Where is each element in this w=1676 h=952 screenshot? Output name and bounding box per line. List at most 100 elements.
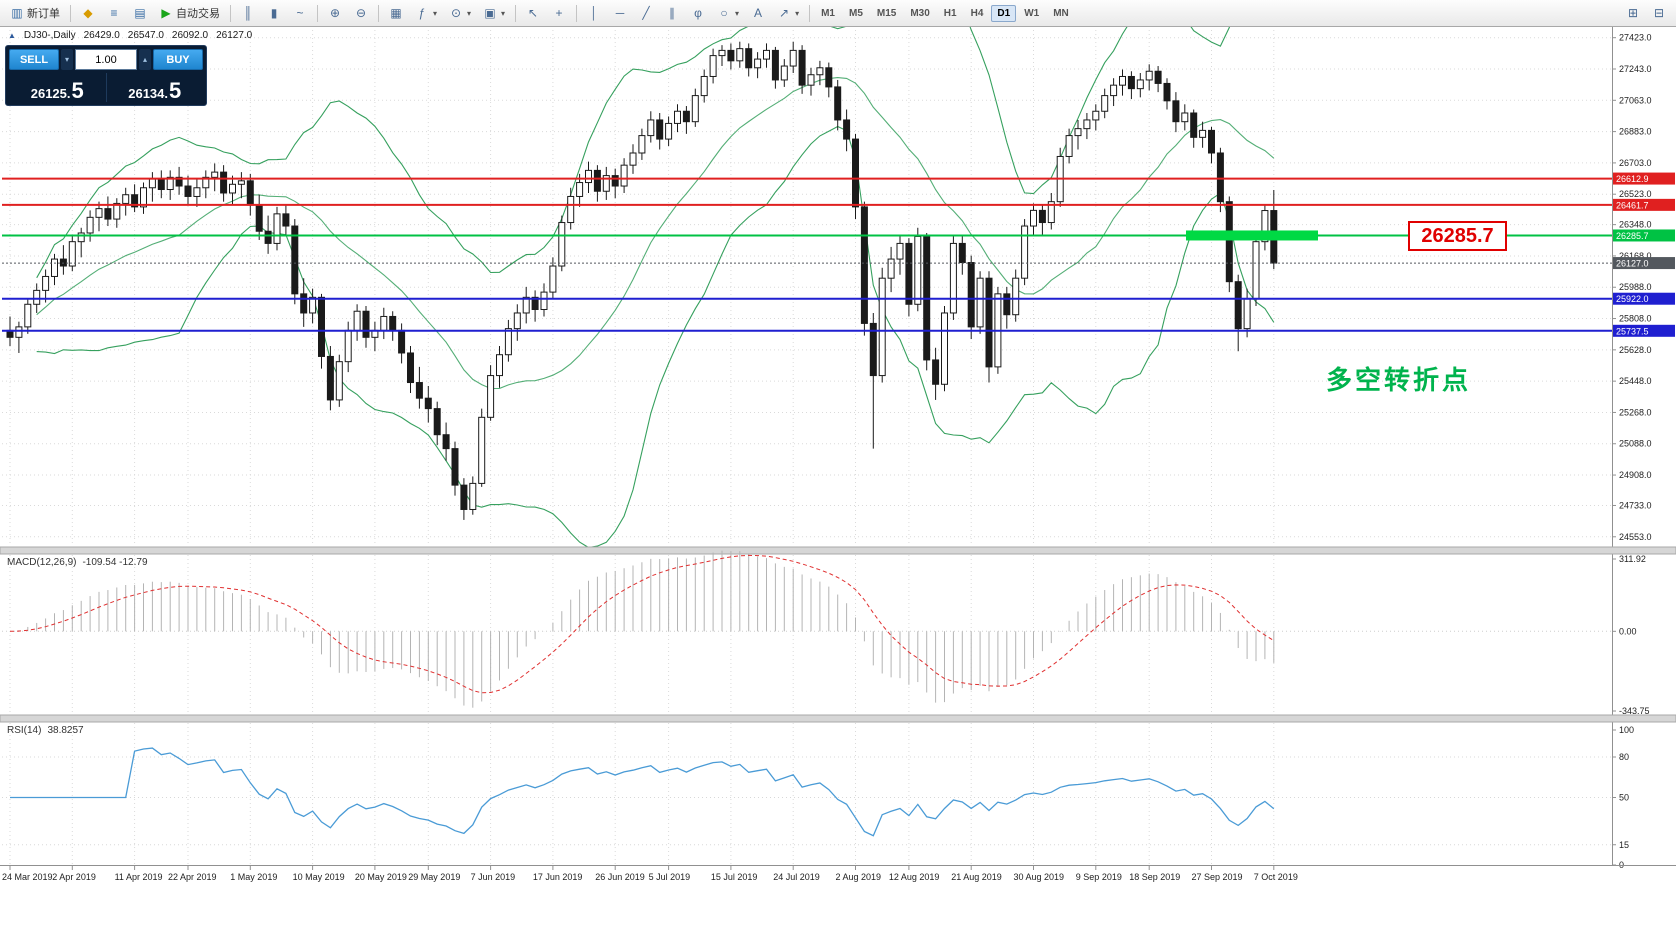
rsi-axis-label: 80: [1619, 752, 1629, 762]
market-watch-icon: ≡: [110, 6, 118, 20]
timeframe-m5-button[interactable]: M5: [848, 7, 863, 19]
add-window-button[interactable]: ⊞: [1621, 4, 1645, 22]
zoom-out-button[interactable]: ⊖: [349, 4, 373, 22]
price-levels[interactable]: [2, 177, 1612, 332]
new-order-button-label: 新订单: [27, 8, 60, 20]
price-axis-label: 25808.0: [1619, 314, 1652, 324]
vertical-line-icon: │: [590, 6, 598, 20]
dropdown-arrow-icon[interactable]: ▾: [795, 8, 800, 18]
fibonacci-button[interactable]: φ: [686, 4, 710, 22]
timeframe-mn-button[interactable]: MN: [1053, 7, 1069, 19]
support-line-1-tag: [1613, 292, 1675, 305]
rsi-axis-label: 100: [1619, 725, 1634, 735]
periods-menu-button[interactable]: ⊙ ▾: [444, 4, 476, 22]
sell-button[interactable]: SELL: [9, 49, 59, 70]
price-axis: 27423.0 27243.0 27063.0 26883.0 26703.0 26523…: [1612, 27, 1675, 870]
price-axis-label: 26523.0: [1619, 189, 1652, 199]
indicators-button[interactable]: ƒ ▾: [410, 4, 442, 22]
navigator-button[interactable]: ▤: [128, 4, 152, 22]
rsi-title: RSI(14): [7, 725, 42, 736]
date-axis-label: 11 Apr 2019: [115, 872, 163, 882]
vertical-line-button[interactable]: │: [582, 4, 606, 22]
price-axis-label: 26703.0: [1619, 158, 1652, 168]
top-toolbar: ▥ 新订单 ◆ ≡ ▤ ▶ 自动交易 ║ ▮ ~ ⊕ ⊖ ▦ ƒ ▾ ⊙ ▾ ▣ ▾ ↖ + │ ─ ╱ ∥ φ ○ ▾ A ↗ ▾ M1 M5…: [0, 0, 1676, 27]
price-axis-label: 26883.0: [1619, 127, 1652, 137]
tile-windows-button[interactable]: ▦: [384, 4, 408, 22]
timeframe-m15-button[interactable]: M15: [876, 7, 897, 19]
separator-macd-rsi[interactable]: [0, 714, 1676, 723]
subwindow-collapse-icon[interactable]: ▲: [8, 31, 16, 40]
price-axis-label: 27243.0: [1619, 64, 1652, 74]
buy-price: 26134. 5: [107, 73, 204, 102]
dropdown-arrow-icon[interactable]: ▾: [735, 8, 740, 18]
macd-axis-label: -343.75: [1619, 706, 1650, 716]
trendline-button[interactable]: ╱: [634, 4, 658, 22]
price-axis-label: 25268.0: [1619, 407, 1652, 417]
rsi-indicator-header: RSI(14) 38.8257: [7, 725, 84, 736]
toolbar-separator: [317, 4, 318, 22]
chart-ohlc-header: ▲ DJ30-,Daily 26429.0 26547.0 26092.0 26…: [8, 30, 252, 41]
macd-histogram: [18, 550, 1275, 708]
candlestick-chart-button[interactable]: ▮: [262, 4, 286, 22]
date-axis-label: 24 Mar 2019: [2, 872, 53, 882]
separator-main-macd[interactable]: [0, 546, 1676, 555]
trade-panel-prices: 26125. 5 26134. 5: [9, 73, 203, 102]
collapse-window-button[interactable]: ⊟: [1647, 4, 1671, 22]
resistance-line-1-tag: [1613, 172, 1675, 185]
dropdown-arrow-icon[interactable]: ▾: [501, 8, 506, 18]
arrows-button[interactable]: ↗ ▾: [772, 4, 804, 22]
bar-chart-button[interactable]: ║: [236, 4, 260, 22]
dropdown-arrow-icon[interactable]: ▾: [467, 8, 472, 18]
templates-button[interactable]: ▣ ▾: [478, 4, 510, 22]
buy-button[interactable]: BUY: [153, 49, 203, 70]
charts-profile-button[interactable]: ◆: [76, 4, 100, 22]
dropdown-arrow-icon[interactable]: ▾: [433, 8, 438, 18]
shapes-button[interactable]: ○ ▾: [712, 4, 744, 22]
macd-signal-line: [9, 554, 1275, 694]
text-button[interactable]: A: [746, 4, 770, 22]
timeframe-h4-button[interactable]: H4: [970, 7, 984, 19]
date-axis-label: 20 May 2019: [355, 872, 407, 882]
crosshair-icon: +: [555, 6, 563, 20]
market-watch-button[interactable]: ≡: [102, 4, 126, 22]
date-axis-label: 7 Oct 2019: [1254, 872, 1298, 882]
line-chart-button[interactable]: ~: [288, 4, 312, 22]
volume-increase-button[interactable]: ▴: [139, 49, 151, 70]
current-price-line-tag: [1613, 257, 1675, 270]
date-axis-label: 2 Aug 2019: [836, 872, 882, 882]
support-line-2-tag: [1613, 324, 1675, 337]
resistance-line-1-tag-label: 26612.9: [1616, 174, 1649, 184]
date-axis-label: 12 Aug 2019: [889, 872, 940, 882]
candlestick-chart-icon: ▮: [270, 6, 278, 20]
new-order-button[interactable]: ▥ 新订单: [5, 3, 65, 23]
volume-decrease-button[interactable]: ▾: [61, 49, 73, 70]
date-axis-label: 15 Jul 2019: [711, 872, 758, 882]
auto-trading-button[interactable]: ▶ 自动交易: [154, 3, 225, 23]
price-axis-label: 24908.0: [1619, 470, 1652, 480]
cursor-button[interactable]: ↖: [521, 4, 545, 22]
resistance-line-2-tag-label: 26461.7: [1616, 200, 1649, 210]
price-axis-label: 24733.0: [1619, 500, 1652, 510]
channel-button[interactable]: ∥: [660, 4, 684, 22]
volume-input[interactable]: [75, 49, 137, 70]
date-axis-label: 21 Aug 2019: [951, 872, 1002, 882]
one-click-trading-panel: SELL ▾ ▴ BUY 26125.5 26134.5: [5, 45, 207, 106]
date-axis-label: 5 Jul 2019: [649, 872, 691, 882]
date-axis-label: 27 Sep 2019: [1192, 872, 1243, 882]
date-axis-label: 26 Jun 2019: [595, 872, 645, 882]
chart-canvas[interactable]: 27423.0 27243.0 27063.0 26883.0 26703.0 26523…: [0, 27, 1676, 952]
chart-open-value: 26429.0: [83, 30, 120, 41]
timeframe-w1-button[interactable]: W1: [1024, 7, 1040, 19]
timeframe-m1-button[interactable]: M1: [821, 7, 835, 19]
timeframe-h1-button[interactable]: H1: [943, 7, 957, 19]
resistance-line-2-tag: [1613, 198, 1675, 211]
timeframe-m30-button[interactable]: M30: [910, 7, 930, 19]
date-axis-label: 10 May 2019: [293, 872, 345, 882]
crosshair-button[interactable]: +: [547, 4, 571, 22]
cursor-arrow-icon: ↖: [528, 6, 539, 20]
rsi-axis-label: 15: [1619, 840, 1629, 850]
zoom-in-button[interactable]: ⊕: [323, 4, 347, 22]
pivot-highlight-bar[interactable]: [1186, 230, 1318, 241]
horizontal-line-button[interactable]: ─: [608, 4, 632, 22]
timeframe-d1-button[interactable]: D1: [991, 4, 1017, 22]
